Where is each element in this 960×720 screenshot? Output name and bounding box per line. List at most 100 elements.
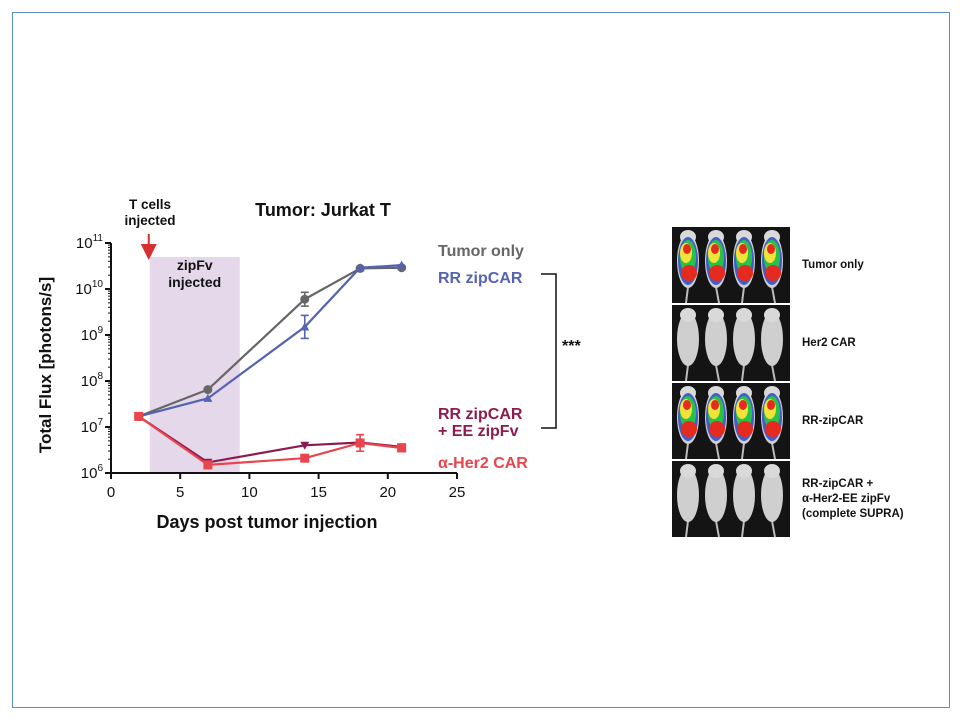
signal-peak — [709, 265, 725, 281]
mouse-head — [680, 464, 696, 478]
mouse-body — [761, 468, 783, 522]
signal-peak — [683, 400, 691, 410]
mouse-tail — [715, 364, 720, 381]
data-point — [203, 385, 213, 395]
mouse-tail — [741, 286, 745, 303]
shaded-region-label: zipFv — [177, 257, 213, 273]
y-tick-exponent: 8 — [97, 371, 103, 382]
mouse-image-graphic — [677, 308, 783, 381]
signal-peak — [681, 421, 697, 437]
zipfv-injection-window — [149, 257, 240, 473]
imaging-row-label-line: RR-zipCAR — [802, 414, 864, 427]
signal-peak — [683, 244, 691, 254]
bioluminescence-imaging-panel: Tumor only Her2 CAR RR-zipCAR RR-zipCAR + α-… — [672, 227, 910, 539]
x-tick-label: 20 — [379, 484, 396, 501]
mouse-tail — [685, 520, 689, 537]
data-point — [355, 438, 365, 448]
data-point — [203, 460, 213, 470]
legend-entry: α-Her2 CAR — [438, 455, 528, 472]
y-tick-label: 1011 — [76, 233, 104, 252]
mouse-body — [677, 468, 699, 522]
mouse-body — [677, 312, 699, 366]
mouse-head — [708, 464, 724, 478]
x-tick-label: 25 — [449, 484, 466, 501]
x-tick-label: 15 — [310, 484, 327, 501]
y-tick-label: 108 — [81, 371, 104, 390]
mouse-tail — [715, 520, 720, 537]
imaging-row-label-line: Tumor only — [802, 258, 864, 271]
mouse-tail — [685, 364, 689, 381]
imaging-row-label-line: α-Her2-EE zipFv — [802, 492, 891, 505]
mouse-tail — [771, 442, 776, 459]
imaging-row: RR-zipCAR — [672, 383, 910, 459]
y-tick-exponent: 9 — [97, 325, 103, 336]
x-axis-label: Days post tumor injection — [156, 512, 377, 532]
data-point — [134, 411, 144, 421]
mouse-body — [705, 468, 727, 522]
y-axis-label: Total Flux [photons/s] — [36, 277, 55, 453]
x-tick-label: 5 — [176, 484, 184, 501]
y-tick-exponent: 6 — [97, 463, 103, 474]
mouse-body — [761, 312, 783, 366]
mouse-tail — [685, 442, 689, 459]
mouse-tail — [771, 364, 776, 381]
imaging-row-label: RR-zipCAR — [802, 383, 910, 459]
y-tick-exponent: 7 — [97, 417, 103, 428]
signal-peak — [767, 400, 775, 410]
signal-peak — [681, 265, 697, 281]
legend-entry: + EE zipFv — [438, 423, 519, 440]
signal-peak — [765, 421, 781, 437]
data-point — [203, 393, 213, 402]
mouse-tail — [715, 286, 720, 303]
t-cells-injected-label: injected — [124, 213, 175, 228]
signal-peak — [765, 265, 781, 281]
mouse-tail — [685, 286, 689, 303]
signal-peak — [737, 421, 753, 437]
imaging-row-label-line: Her2 CAR — [802, 336, 856, 349]
imaging-row-label: Her2 CAR — [802, 305, 910, 381]
imaging-row: RR-zipCAR + α-Her2-EE zipFv (complete SUPR… — [672, 461, 910, 537]
legend-entry: Tumor only — [438, 243, 524, 260]
signal-peak — [711, 400, 719, 410]
mouse-image-graphic — [677, 386, 783, 459]
mouse-head — [708, 308, 724, 322]
signal-peak — [737, 265, 753, 281]
mouse-image — [672, 383, 790, 459]
mouse-tail — [771, 286, 776, 303]
legend-entry: RR zipCAR — [438, 270, 523, 287]
y-tick-label: 107 — [81, 417, 104, 436]
signal-peak — [767, 244, 775, 254]
y-tick-label: 1010 — [75, 279, 103, 298]
x-tick-label: 10 — [241, 484, 258, 501]
mouse-head — [736, 464, 752, 478]
data-point — [300, 453, 310, 463]
mouse-tail — [741, 442, 745, 459]
mouse-image-graphic — [677, 464, 783, 537]
data-point — [397, 443, 407, 453]
signal-peak — [711, 244, 719, 254]
mouse-tail — [741, 520, 745, 537]
mouse-tail — [771, 520, 776, 537]
mouse-body — [733, 312, 755, 366]
mouse-image — [672, 227, 790, 303]
mouse-image-graphic — [677, 230, 783, 303]
data-point — [355, 263, 365, 272]
imaging-row-label: RR-zipCAR + α-Her2-EE zipFv (complete SUPR… — [802, 461, 910, 537]
y-tick-label: 109 — [81, 325, 104, 344]
data-point — [300, 322, 310, 331]
mouse-head — [680, 308, 696, 322]
mouse-tail — [741, 364, 745, 381]
mouse-body — [705, 312, 727, 366]
mouse-head — [736, 308, 752, 322]
x-tick-label: 0 — [107, 484, 115, 501]
imaging-row-label: Tumor only — [802, 227, 910, 303]
shaded-region-label: injected — [168, 274, 221, 290]
data-point — [300, 294, 310, 304]
mouse-body — [733, 468, 755, 522]
y-tick-label: 106 — [81, 463, 104, 482]
imaging-row: Tumor only — [672, 227, 910, 303]
mouse-head — [764, 464, 780, 478]
y-tick-exponent: 10 — [92, 279, 104, 290]
mouse-tail — [715, 442, 720, 459]
significance-bracket — [541, 273, 557, 429]
